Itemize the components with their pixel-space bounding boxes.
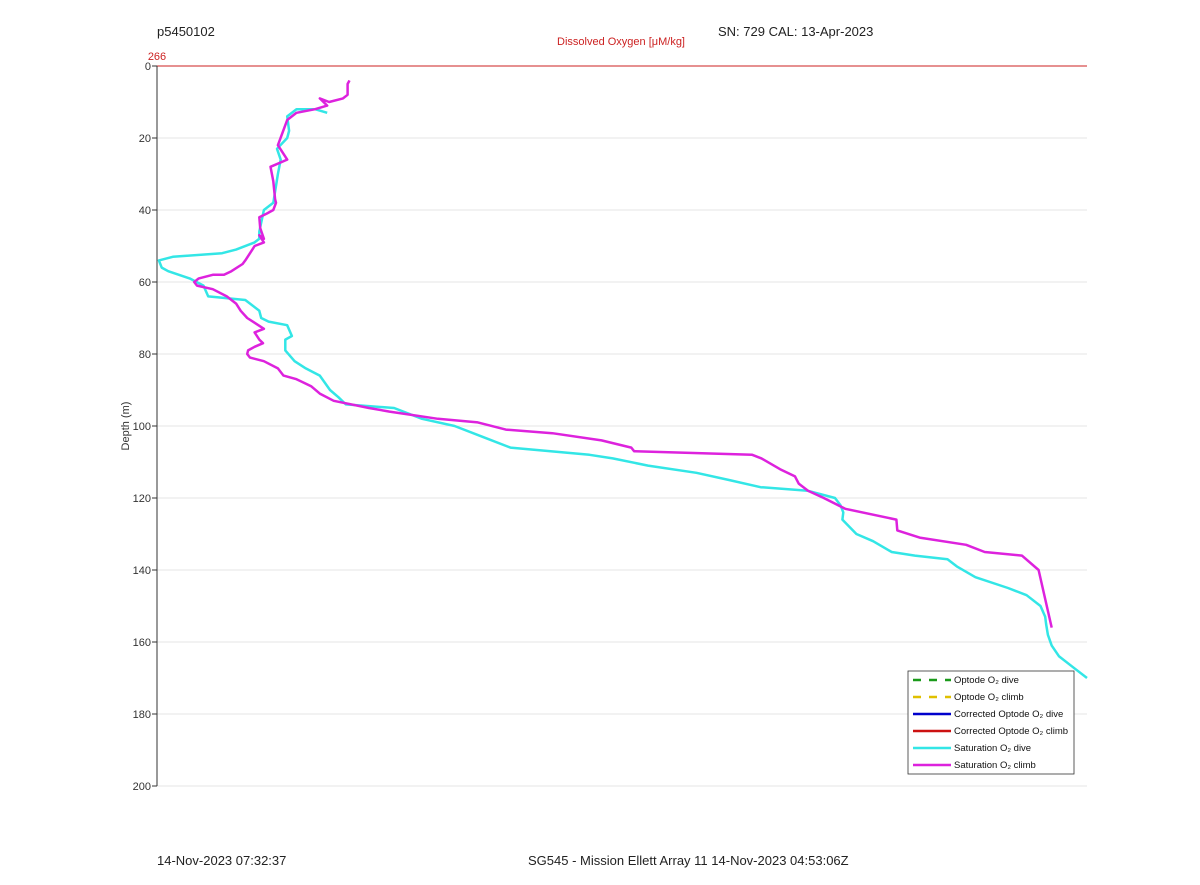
y-tick-label: 140 [133, 565, 151, 577]
legend-label: Saturation O₂ climb [954, 760, 1036, 771]
legend-label: Saturation O₂ dive [954, 743, 1031, 754]
y-tick-label: 80 [139, 349, 151, 361]
y-tick-label: 120 [133, 493, 151, 505]
footer-timestamp: 14-Nov-2023 07:32:37 [157, 853, 287, 868]
y-tick-label: 60 [139, 277, 151, 289]
y-tick-label: 100 [133, 421, 151, 433]
y-tick-label: 200 [133, 781, 151, 793]
y-tick-label: 160 [133, 637, 151, 649]
footer-mission: SG545 - Mission Ellett Array 11 14-Nov-2… [528, 853, 849, 868]
legend-box [907, 670, 1075, 775]
plot-id: p5450102 [157, 24, 215, 39]
y-tick-label: 180 [133, 709, 151, 721]
top-axis-label: Dissolved Oxygen [μM/kg] [557, 36, 685, 48]
y-tick-label: 0 [145, 61, 151, 73]
series-layer [157, 79, 1088, 679]
series-line-0 [157, 107, 1088, 679]
y-axis-label: Depth (m) [120, 402, 132, 451]
y-axis-ticks: 0 20 40 60 80 100 120 140 160 180 200 [133, 61, 157, 793]
legend: Optode O₂ dive Optode O₂ climb Corrected O… [907, 670, 1075, 775]
legend-label: Corrected Optode O₂ climb [954, 726, 1068, 737]
legend-label: Optode O₂ dive [954, 675, 1019, 686]
legend-label: Corrected Optode O₂ dive [954, 709, 1063, 720]
y-tick-label: 20 [139, 133, 151, 145]
y-tick-label: 40 [139, 205, 151, 217]
grid-lines [157, 137, 1087, 787]
legend-label: Optode O₂ climb [954, 692, 1024, 703]
serial-calibration: SN: 729 CAL: 13-Apr-2023 [718, 24, 874, 39]
series-line-1 [192, 79, 1053, 628]
top-axis-tick-label: 266 [148, 51, 166, 63]
